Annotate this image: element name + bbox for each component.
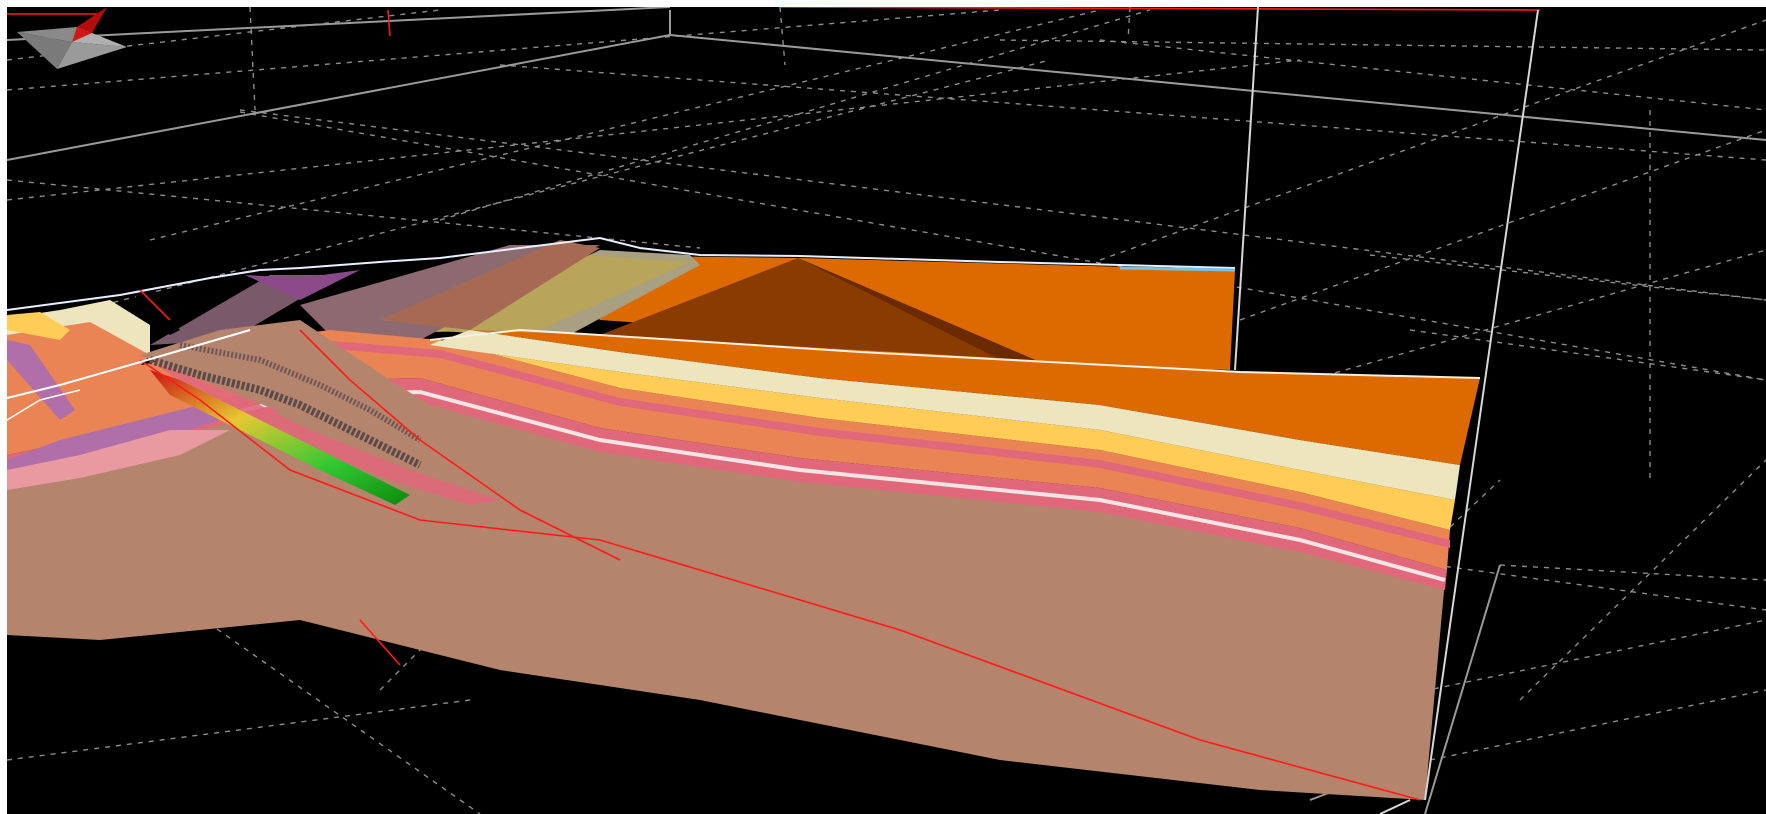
layer-cream [430, 330, 1460, 500]
fault-surface-ragged-2 [179, 342, 422, 443]
fault-trace-main [139, 359, 1421, 801]
left-pink-band [7, 430, 230, 490]
water-line [1119, 266, 1236, 272]
terrain-horizon [7, 236, 1236, 311]
layer-orange-cover [470, 330, 1480, 465]
fault-stick-top-right [779, 7, 1541, 11]
3d-viewport-canvas[interactable] [7, 7, 1766, 814]
left-contact-line-2 [7, 389, 81, 421]
ramp-brown [380, 240, 600, 330]
front-top-edge [429, 328, 1481, 379]
compass-rose-icon[interactable] [7, 7, 137, 77]
thrust-wedge-pink [150, 360, 500, 505]
fault-stick-top [387, 9, 391, 37]
model-cross-section [7, 7, 1541, 801]
fault-surface-ragged [148, 356, 422, 469]
model-back-section [7, 236, 1236, 370]
ridge-dark-face [798, 258, 1040, 362]
ramp-purple [245, 270, 360, 300]
left-fold-mauve [7, 340, 75, 420]
left-contact-line [7, 329, 251, 399]
fault-trace-top [139, 289, 171, 321]
fault-stick-front [359, 619, 401, 666]
model-bounding-box [1234, 7, 1539, 814]
layer-yellow [430, 340, 1455, 530]
ground-grid-solid [7, 7, 1766, 814]
left-fold-yellow [7, 312, 70, 340]
scene-svg [7, 7, 1766, 814]
fault-trace-secondary [299, 329, 621, 561]
fault-plane-gradient [150, 370, 410, 505]
ridge-shadow [600, 258, 1040, 362]
thrust-wedge [140, 320, 560, 500]
ground-grid-dashed [7, 7, 1766, 814]
shadow-wedge [135, 292, 180, 335]
